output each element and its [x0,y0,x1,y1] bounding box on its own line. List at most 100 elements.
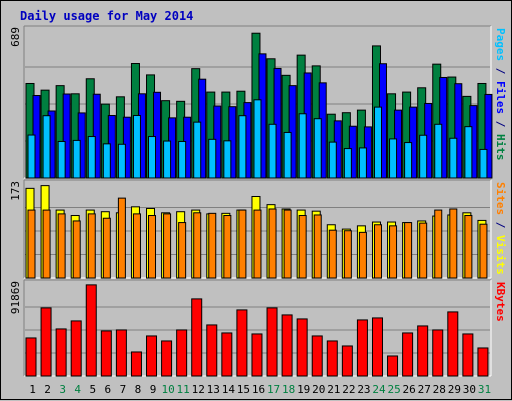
bar-pages-day-6 [102,143,111,179]
bar-sites-day-10 [163,213,172,279]
day-label-5: 5 [89,383,96,396]
axis-label-part: Sites [494,182,507,215]
bar-kbytes-day-29 [447,311,459,377]
bar-pages-day-3 [57,140,66,179]
bar-pages-day-2 [42,115,51,179]
axis-label-part: KBytes [494,282,507,322]
bar-pages-day-5 [87,136,96,179]
bar-kbytes-day-18 [281,314,293,377]
day-label-1: 1 [29,383,36,396]
day-label-8: 8 [135,383,142,396]
day-label-19: 19 [297,383,310,396]
axis-label-part: Files [494,81,507,114]
bar-sites-day-23 [358,231,367,279]
bar-pages-day-18 [283,131,292,179]
bar-sites-day-31 [479,223,488,279]
bar-pages-day-4 [72,139,81,179]
day-label-20: 20 [312,383,325,396]
day-label-30: 30 [463,383,476,396]
bar-sites-day-9 [148,215,157,279]
axis-label-part: Pages [494,28,507,61]
bar-pages-day-10 [163,140,172,179]
bar-kbytes-day-7 [115,329,127,377]
bar-kbytes-day-31 [477,347,489,377]
day-label-31: 31 [478,383,491,396]
bar-sites-day-7 [117,197,126,279]
day-label-28: 28 [433,383,446,396]
day-label-4: 4 [74,383,81,396]
bar-sites-day-3 [57,213,66,279]
day-label-26: 26 [403,383,416,396]
day-label-9: 9 [150,383,157,396]
day-label-12: 12 [192,383,205,396]
bar-pages-day-15 [238,115,247,179]
day-label-6: 6 [105,383,112,396]
panel-visits-axis-label: Sites / Visits [494,182,507,275]
day-label-27: 27 [418,383,431,396]
bar-kbytes-day-3 [55,328,67,377]
bar-pages-day-7 [117,143,126,179]
bar-sites-day-2 [42,209,51,279]
bar-pages-day-24 [373,106,382,179]
bar-kbytes-day-2 [40,307,52,377]
bar-kbytes-day-16 [251,333,263,377]
bar-kbytes-day-19 [296,318,308,377]
day-label-11: 11 [177,383,190,396]
bar-sites-day-28 [434,209,443,279]
bar-pages-day-14 [223,140,232,179]
bar-kbytes-day-1 [25,337,37,377]
day-label-21: 21 [327,383,340,396]
bar-sites-day-21 [328,229,337,279]
day-label-22: 22 [342,383,355,396]
bar-kbytes-day-4 [70,320,82,377]
bar-sites-day-13 [208,212,217,279]
bar-pages-day-28 [434,123,443,179]
panel-kbytes-axis-label: KBytes [494,282,507,322]
bar-kbytes-day-30 [462,333,474,377]
axis-label-part: Hits [494,134,507,161]
bar-kbytes-day-28 [432,329,444,377]
bar-files-day-3 [62,93,71,179]
bar-sites-day-26 [404,222,413,279]
bar-kbytes-day-5 [85,284,97,377]
bar-pages-day-20 [313,118,322,179]
bar-pages-day-13 [208,138,217,179]
bar-kbytes-day-11 [176,329,188,377]
bar-sites-day-27 [419,222,428,279]
bar-kbytes-day-14 [221,332,233,377]
day-label-7: 7 [120,383,127,396]
bar-sites-day-1 [27,209,36,279]
day-label-23: 23 [357,383,370,396]
bar-kbytes-day-25 [387,355,399,377]
bar-pages-day-26 [404,142,413,179]
bar-pages-day-16 [253,99,262,179]
day-label-18: 18 [282,383,295,396]
bar-kbytes-day-21 [326,340,338,377]
day-label-13: 13 [207,383,220,396]
day-label-24: 24 [372,383,386,396]
bar-sites-day-29 [449,208,458,279]
day-label-10: 10 [161,383,174,396]
axis-label-part: / [494,215,507,235]
bar-pages-day-31 [479,148,488,179]
bar-kbytes-day-8 [130,351,142,377]
bar-kbytes-day-17 [266,307,278,377]
bar-kbytes-day-13 [206,324,218,377]
bar-kbytes-day-20 [311,335,323,377]
day-label-2: 2 [44,383,51,396]
bar-sites-day-15 [238,209,247,279]
bar-pages-day-8 [132,114,141,179]
bar-kbytes-day-23 [356,319,368,377]
bar-kbytes-day-10 [161,340,173,377]
bar-pages-day-19 [298,113,307,179]
bar-sites-day-30 [464,215,473,279]
bar-sites-day-19 [298,215,307,279]
axis-label-part: Visits [494,235,507,275]
bar-kbytes-day-6 [100,330,112,377]
panel-kbytes-max-label: 91869 [9,281,22,314]
bar-sites-day-5 [87,213,96,279]
bar-sites-day-20 [313,214,322,279]
day-label-15: 15 [237,383,250,396]
bar-sites-day-25 [389,225,398,279]
